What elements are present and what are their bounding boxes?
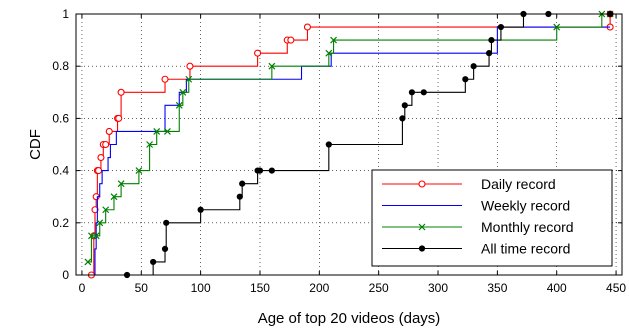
data-point (97, 154, 105, 162)
x-tick-label: 400 (547, 281, 567, 295)
data-point (239, 180, 246, 187)
data-point (470, 63, 477, 70)
legend-label: Monthly record (481, 219, 574, 235)
legend-marker (418, 180, 426, 188)
data-point (268, 167, 275, 174)
data-point (197, 206, 204, 213)
legend-marker (418, 223, 426, 231)
x-tick-label: 200 (309, 281, 329, 295)
data-point (268, 62, 276, 70)
series-group (84, 10, 614, 279)
series-3 (84, 10, 614, 266)
data-point (161, 245, 169, 252)
x-tick-label: 450 (606, 281, 626, 295)
y-axis-label: CDF (27, 129, 44, 160)
series-line (87, 13, 611, 263)
y-tick-label: 0.2 (52, 216, 69, 230)
axis-ticks: 0 50 100 150 200 250 300 350 400 450 0 0.2 0.4 0.6 0.8… (52, 7, 626, 295)
x-axis-label: Age of top 20 videos (days) (258, 310, 441, 327)
y-tick-label: 0.8 (52, 59, 69, 73)
data-point (325, 141, 332, 148)
y-tick-label: 0.6 (52, 111, 69, 125)
data-point (95, 167, 103, 175)
legend: Daily record Weekly record Monthly record A… (371, 169, 613, 267)
data-point (256, 167, 264, 174)
data-point (420, 89, 427, 96)
x-tick-label: 300 (428, 281, 448, 295)
data-point (84, 258, 92, 266)
data-point (110, 193, 118, 201)
data-point (254, 49, 262, 57)
data-point (117, 180, 125, 188)
data-point (115, 114, 123, 122)
legend-item: Weekly record (382, 198, 570, 214)
data-point (117, 88, 125, 96)
x-tick-label: 50 (135, 281, 149, 295)
data-point (287, 36, 295, 44)
data-point (325, 49, 333, 57)
data-point (175, 101, 183, 109)
y-tick-label: 0.4 (52, 164, 69, 178)
y-tick-label: 0 (62, 268, 69, 282)
data-point (102, 140, 110, 149)
data-point (399, 115, 406, 122)
data-point (146, 141, 154, 148)
data-point (163, 219, 170, 226)
data-point (497, 23, 505, 31)
x-tick-label: 0 (79, 281, 86, 295)
data-point (96, 219, 104, 227)
x-tick-label: 100 (191, 281, 211, 295)
x-tick-label: 250 (369, 281, 389, 295)
series-2 (91, 26, 611, 276)
y-tick-label: 1 (62, 7, 69, 21)
legend-label: Daily record (481, 176, 556, 192)
data-point (186, 62, 194, 70)
data-point (485, 50, 493, 57)
legend-marker (418, 245, 426, 252)
data-point (161, 75, 169, 83)
data-point (163, 128, 171, 135)
series-line (127, 13, 611, 276)
series-line (91, 26, 611, 276)
data-point (303, 23, 312, 31)
data-point (553, 23, 561, 31)
legend-label: All time record (481, 241, 570, 257)
series-4 (123, 10, 614, 279)
data-point (488, 37, 495, 44)
data-point (236, 193, 243, 200)
data-point (92, 232, 100, 240)
data-point (91, 206, 99, 214)
data-point (408, 89, 416, 96)
legend-label: Weekly record (481, 198, 570, 214)
legend-item: Daily record (382, 176, 556, 192)
data-point (135, 167, 143, 175)
data-point (401, 102, 408, 109)
data-point (179, 88, 187, 96)
data-point (462, 76, 469, 83)
data-point (150, 258, 157, 266)
legend-item: Monthly record (382, 219, 574, 235)
data-point (153, 128, 161, 135)
data-point (105, 127, 113, 135)
data-point (185, 75, 193, 83)
legend-box (371, 169, 613, 267)
x-tick-label: 350 (487, 281, 507, 295)
legend-item: All time record (382, 241, 570, 257)
data-point (102, 206, 110, 214)
x-tick-label: 150 (250, 281, 270, 295)
plot-frame (75, 13, 623, 276)
data-point (330, 36, 337, 44)
